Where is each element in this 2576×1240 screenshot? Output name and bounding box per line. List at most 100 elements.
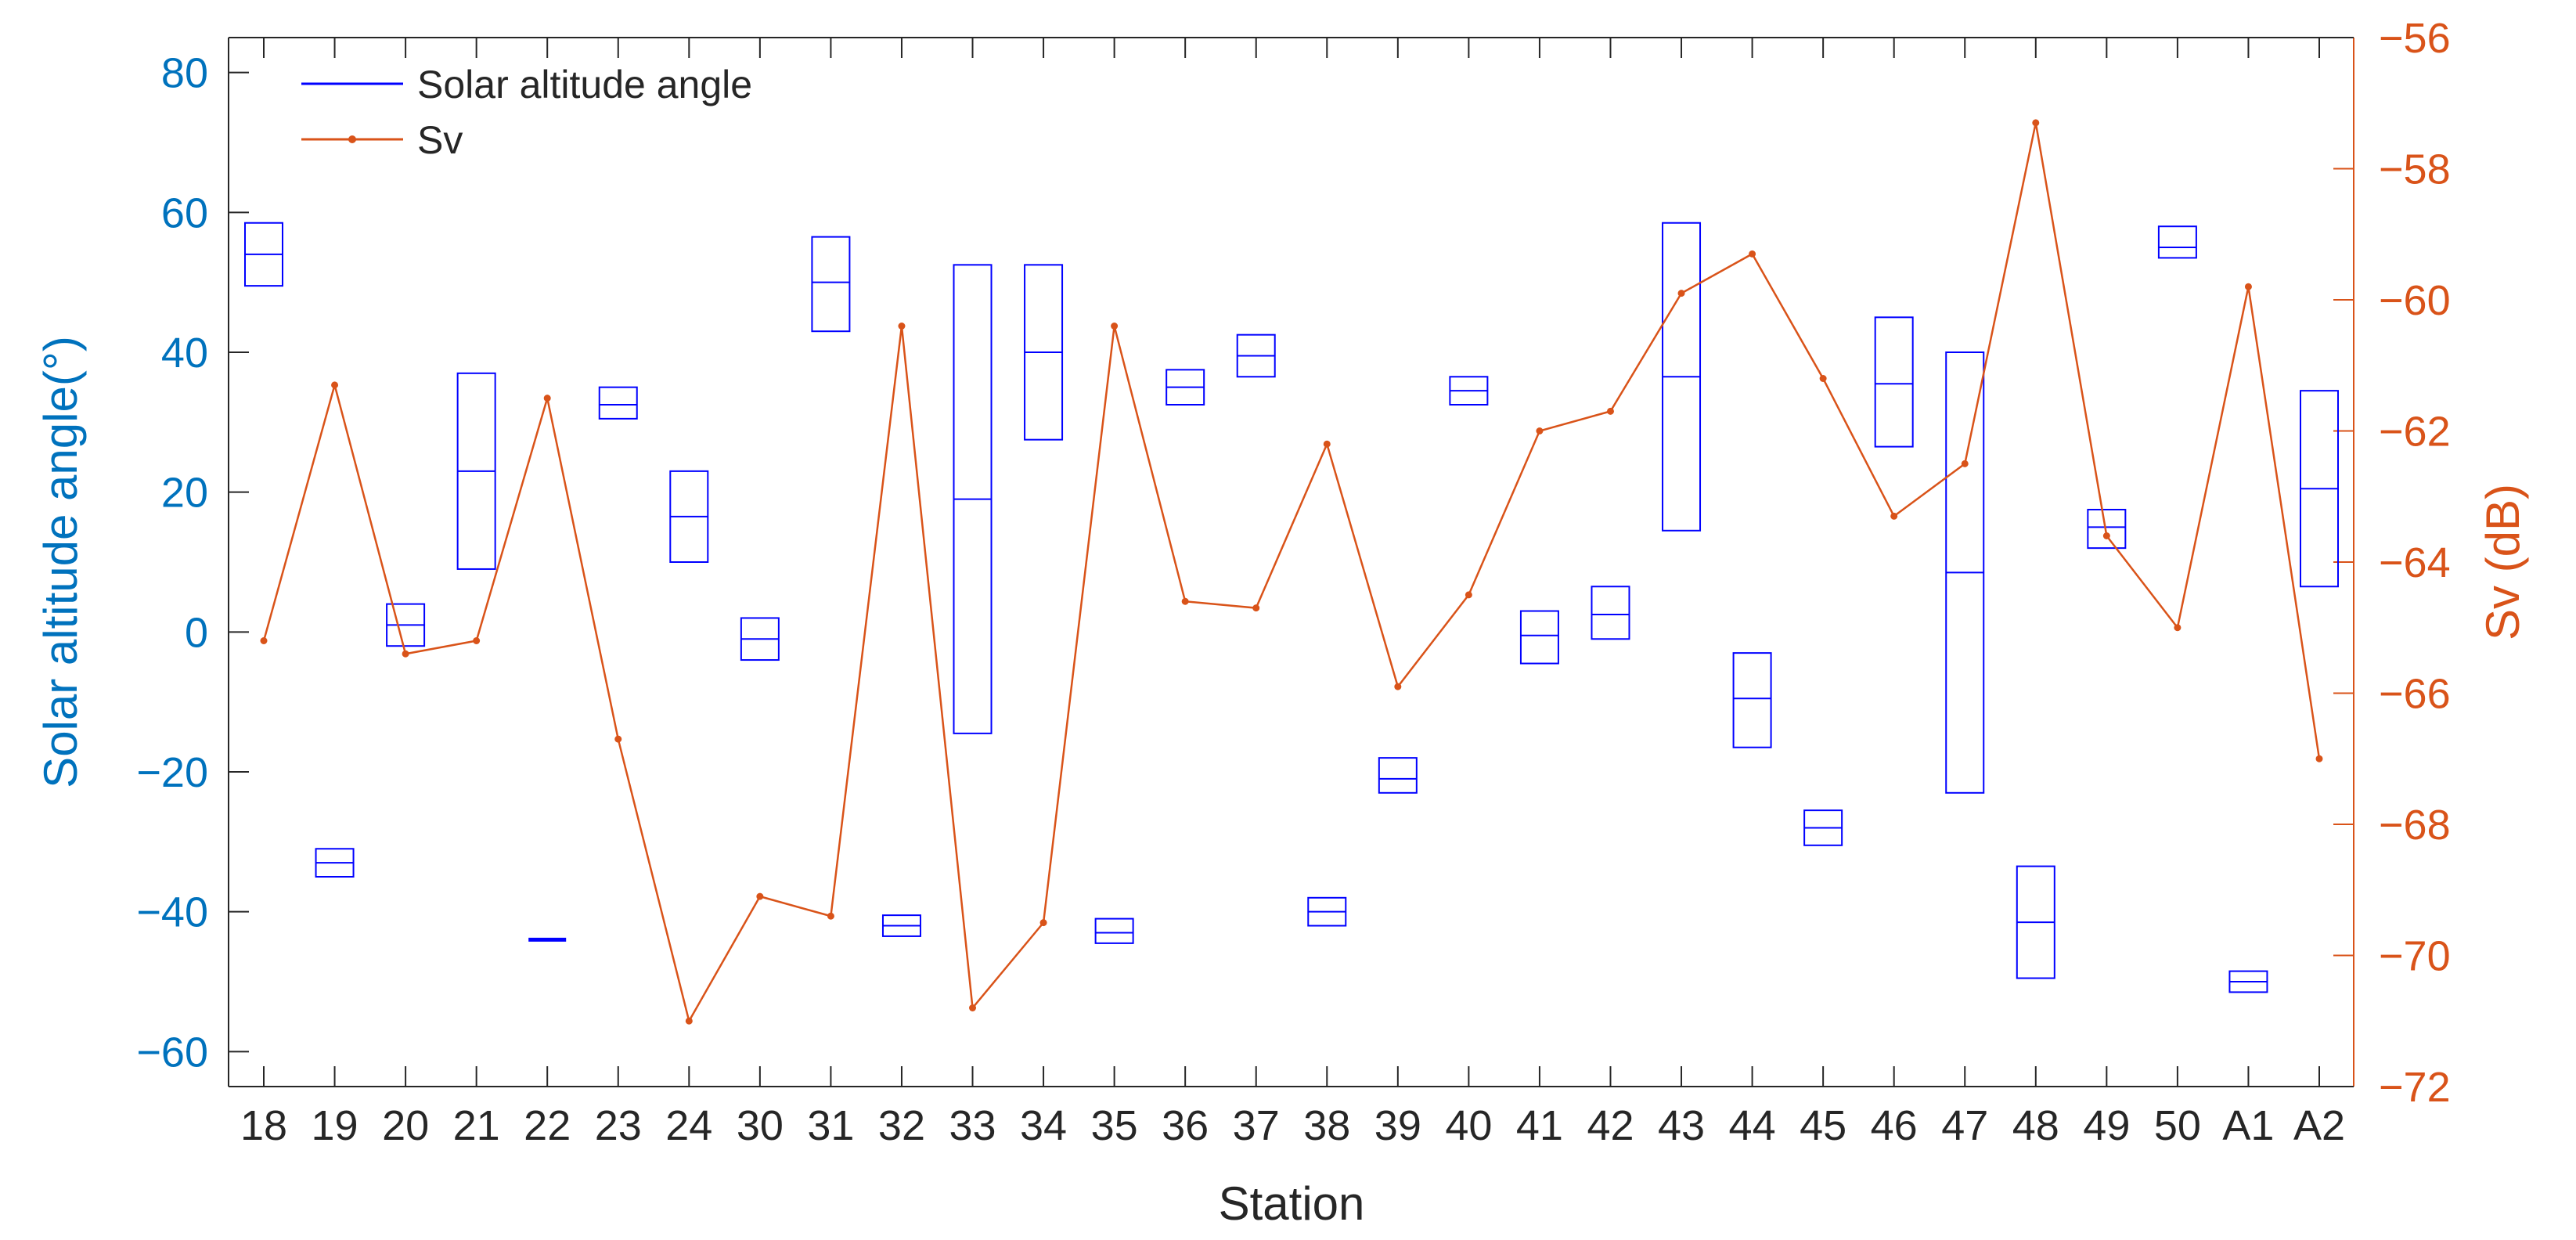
sv-point — [1961, 460, 1969, 467]
legend-solar-label: Solar altitude angle — [417, 63, 752, 106]
sv-point — [402, 650, 409, 658]
x-tick-label: 47 — [1941, 1102, 1988, 1149]
right-tick-label: −62 — [2379, 409, 2451, 456]
sv-point — [1819, 375, 1827, 382]
solar-altitude-boxes — [244, 222, 2339, 993]
solar-box — [2087, 509, 2127, 550]
x-tick-label: 36 — [1162, 1102, 1209, 1149]
x-tick-label: 22 — [524, 1102, 571, 1149]
right-tick-label: −70 — [2379, 933, 2451, 980]
sv-point — [614, 735, 622, 743]
x-tick-label: 32 — [878, 1102, 925, 1149]
solar-box — [1519, 610, 1559, 665]
x-tick-label: 24 — [665, 1102, 712, 1149]
x-tick-label: 45 — [1800, 1102, 1846, 1149]
sv-point — [1252, 604, 1260, 612]
sv-point — [260, 637, 268, 644]
legend: Solar altitude angle Sv — [301, 63, 752, 162]
x-tick-label: 38 — [1303, 1102, 1350, 1149]
left-tick-label: 40 — [161, 330, 208, 377]
x-tick-label: 44 — [1729, 1102, 1776, 1149]
x-axis-label: Station — [1219, 1177, 1365, 1230]
right-tick-label: −58 — [2379, 146, 2451, 193]
x-tick-label: 41 — [1516, 1102, 1563, 1149]
x-tick-label: 46 — [1871, 1102, 1918, 1149]
sv-point — [2174, 624, 2181, 632]
sv-point — [969, 1004, 977, 1011]
right-axis: −56 −58 −60 −62 −64 −66 −68 −70 −72 — [2333, 15, 2451, 1111]
sv-point — [1111, 323, 1119, 330]
x-tick-label: 39 — [1374, 1102, 1421, 1149]
solar-box — [598, 386, 638, 420]
x-tick-label: 30 — [737, 1102, 784, 1149]
x-tick-label: 31 — [807, 1102, 854, 1149]
x-tick-label: 18 — [240, 1102, 287, 1149]
sv-point — [1536, 427, 1544, 434]
sv-point — [2102, 532, 2110, 539]
right-tick-label: −56 — [2379, 15, 2451, 62]
sv-point — [473, 637, 481, 644]
sv-point — [2315, 755, 2323, 762]
x-tick-label: 50 — [2154, 1102, 2201, 1149]
right-tick-label: −66 — [2379, 671, 2451, 718]
left-tick-label: 20 — [161, 470, 208, 517]
x-tick-label: 43 — [1658, 1102, 1705, 1149]
right-axis-label: Sv (dB) — [2477, 484, 2529, 640]
x-tick-label: 20 — [382, 1102, 429, 1149]
sv-point — [756, 892, 764, 900]
legend-sv-marker — [348, 135, 356, 143]
x-tick-label: 33 — [949, 1102, 996, 1149]
sv-point — [1890, 512, 1898, 520]
left-tick-label: −40 — [136, 889, 208, 936]
solar-box — [1874, 316, 1914, 448]
x-tick-label: 42 — [1587, 1102, 1634, 1149]
x-tick-label: 23 — [595, 1102, 642, 1149]
sv-point — [1181, 597, 1189, 605]
left-tick-label: −20 — [136, 749, 208, 796]
plot-area — [229, 38, 2354, 1087]
solar-box — [1378, 757, 1418, 794]
sv-series — [260, 119, 2323, 1025]
left-tick-label: −60 — [136, 1029, 208, 1076]
left-tick-label: 80 — [161, 50, 208, 97]
sv-point — [827, 912, 834, 920]
solar-box — [1591, 586, 1630, 640]
sv-point — [1749, 250, 1756, 258]
sv-point — [1394, 683, 1402, 690]
x-tick-label: 48 — [2012, 1102, 2059, 1149]
sv-point — [1606, 407, 1614, 415]
x-tick-label: 21 — [453, 1102, 500, 1149]
left-tick-label: 0 — [185, 609, 208, 656]
x-tick-label: 19 — [312, 1102, 358, 1149]
sv-point — [1465, 591, 1472, 599]
sv-point — [2032, 119, 2040, 127]
right-tick-label: −68 — [2379, 802, 2451, 849]
sv-point — [1039, 919, 1047, 927]
x-tick-label: 37 — [1233, 1102, 1280, 1149]
solar-box — [1732, 652, 1772, 748]
sv-point — [543, 395, 551, 402]
sv-point — [331, 381, 339, 389]
x-tick-label: A1 — [2222, 1102, 2274, 1149]
x-tick-label: 49 — [2083, 1102, 2130, 1149]
x-tick-label: 34 — [1020, 1102, 1067, 1149]
legend-sv-label: Sv — [417, 118, 463, 162]
right-tick-label: −60 — [2379, 277, 2451, 324]
left-axis-label: Solar altitude angle(°) — [34, 336, 87, 788]
x-tick-label: 40 — [1445, 1102, 1492, 1149]
sv-point — [685, 1017, 693, 1025]
sv-point — [898, 323, 906, 330]
x-tick-label: 35 — [1091, 1102, 1138, 1149]
solar-box — [811, 236, 851, 333]
left-tick-label: 60 — [161, 189, 208, 236]
sv-point — [1323, 440, 1331, 448]
right-tick-label: −72 — [2379, 1064, 2451, 1111]
sv-point — [1677, 290, 1685, 297]
solar-box — [2157, 225, 2197, 259]
sv-point — [2244, 283, 2252, 290]
sv-line — [262, 122, 2321, 1024]
left-axis: 80 60 40 20 0 −20 −40 −60 — [136, 38, 249, 1087]
right-tick-label: −64 — [2379, 539, 2451, 586]
x-axis: 18 19 20 21 22 23 24 30 31 32 33 34 35 36 37 38 39 40 41 42… — [229, 37, 2354, 1149]
